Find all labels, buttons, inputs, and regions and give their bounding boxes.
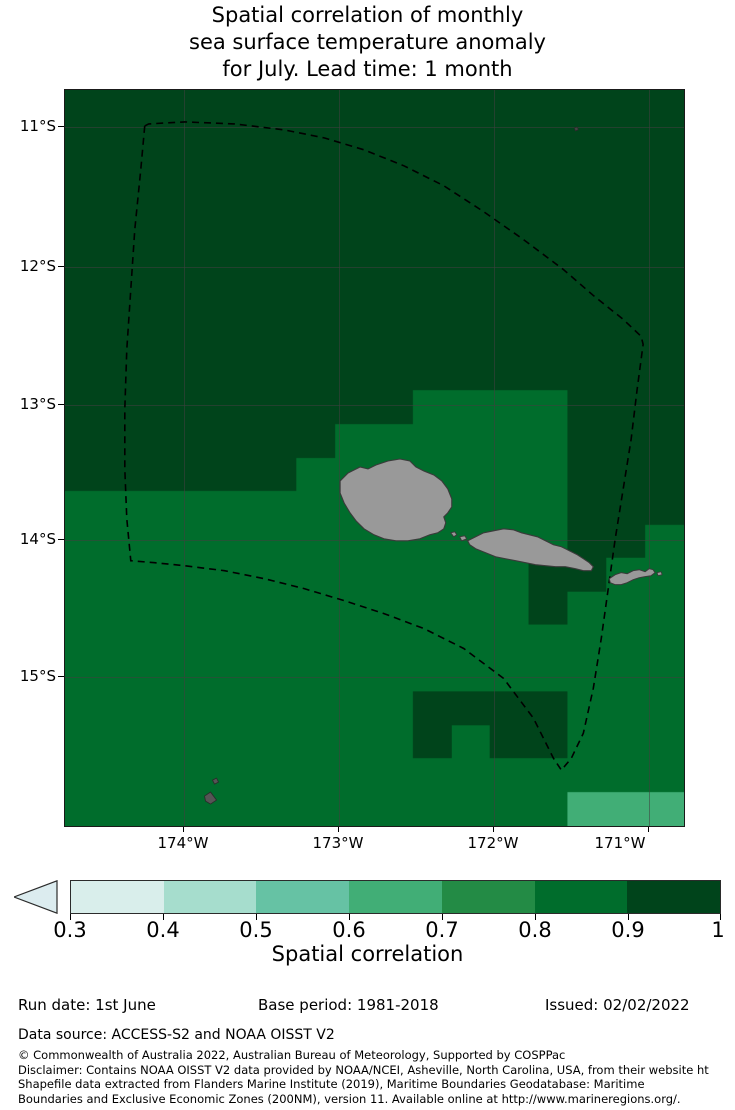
colorbar-title: Spatial correlation bbox=[271, 942, 464, 966]
run-date-text: Run date: 1st June bbox=[18, 996, 156, 1014]
colorbar[interactable] bbox=[14, 880, 721, 914]
y-axis-label-12s: 12°S bbox=[19, 257, 56, 275]
island-aunuu bbox=[656, 571, 663, 577]
x-tick-mark bbox=[648, 827, 649, 832]
base-period-text: Base period: 1981-2018 bbox=[258, 996, 439, 1014]
page-title-line-3: for July. Lead time: 1 month bbox=[222, 57, 513, 81]
correlation-heatmap-canvas bbox=[65, 90, 684, 826]
colorbar-tick bbox=[628, 914, 629, 920]
gridline-vertical-2 bbox=[494, 90, 495, 826]
colorbar-segment-0 bbox=[71, 881, 164, 913]
legal-line-copyright: © Commonwealth of Australia 2022, Austra… bbox=[18, 1048, 566, 1062]
y-tick-mark bbox=[58, 266, 64, 267]
islet-upper-right bbox=[573, 126, 579, 132]
colorbar-label-0-8: 0.8 bbox=[518, 918, 552, 942]
colorbar-tick bbox=[442, 914, 443, 920]
legal-disclaimer-block: © Commonwealth of Australia 2022, Austra… bbox=[18, 1048, 735, 1106]
island-tutuila bbox=[608, 568, 656, 586]
x-axis-label-172w: 172°W bbox=[467, 834, 519, 852]
gridline-horizontal-0 bbox=[65, 127, 684, 128]
islet-lower-left-a bbox=[211, 777, 220, 785]
y-axis-label-15s: 15°S bbox=[19, 667, 56, 685]
y-tick-mark bbox=[58, 404, 64, 405]
island-upolu bbox=[466, 528, 594, 572]
colorbar-label-0-4: 0.4 bbox=[146, 918, 180, 942]
gridline-horizontal-1 bbox=[65, 267, 684, 268]
map-vector-overlay bbox=[124, 121, 663, 805]
colorbar-segment-6 bbox=[627, 881, 721, 913]
eez-boundary-path bbox=[124, 121, 644, 772]
colorbar-tick bbox=[535, 914, 536, 920]
gridline-vertical-1 bbox=[339, 90, 340, 826]
colorbar-label-0-6: 0.6 bbox=[332, 918, 366, 942]
colorbar-segment-4 bbox=[441, 881, 535, 913]
gridline-horizontal-3 bbox=[65, 540, 684, 541]
gridline-horizontal-4 bbox=[65, 677, 684, 678]
footer-metadata-row: Run date: 1st June Base period: 1981-201… bbox=[0, 996, 735, 1018]
y-tick-mark bbox=[58, 126, 64, 127]
y-axis-label-14s: 14°S bbox=[19, 530, 56, 548]
colorbar-label-1: 1 bbox=[711, 918, 725, 942]
colorbar-segment-2 bbox=[256, 881, 350, 913]
page-title-line-1: Spatial correlation of monthly bbox=[211, 3, 524, 27]
island-manono bbox=[459, 535, 468, 542]
map-gridlines bbox=[65, 90, 684, 826]
x-tick-mark bbox=[493, 827, 494, 832]
x-axis-label-173w: 173°W bbox=[312, 834, 364, 852]
map-plot-area[interactable] bbox=[64, 89, 685, 827]
colorbar-tick bbox=[720, 914, 721, 920]
colorbar-segment-5 bbox=[534, 881, 628, 913]
islet-lower-left-b bbox=[204, 791, 218, 805]
colorbar-label-0-7: 0.7 bbox=[425, 918, 459, 942]
legal-line-disclaimer: Disclaimer: Contains NOAA OISST V2 data … bbox=[18, 1062, 709, 1077]
gridline-vertical-3 bbox=[649, 90, 650, 826]
data-source-text: Data source: ACCESS-S2 and NOAA OISST V2 bbox=[18, 1027, 335, 1043]
x-tick-mark bbox=[338, 827, 339, 832]
colorbar-tick bbox=[256, 914, 257, 920]
gridline-vertical-0 bbox=[184, 90, 185, 826]
x-axis-label-171w: 171°W bbox=[594, 834, 646, 852]
page-title: Spatial correlation of monthly sea surfa… bbox=[0, 2, 735, 83]
gridline-horizontal-2 bbox=[65, 405, 684, 406]
colorbar-label-0-9: 0.9 bbox=[611, 918, 645, 942]
colorbar-tick bbox=[349, 914, 350, 920]
colorbar-gradient[interactable] bbox=[70, 880, 721, 914]
colorbar-segment-1 bbox=[163, 881, 257, 913]
colorbar-label-0-3: 0.3 bbox=[53, 918, 87, 942]
y-tick-mark bbox=[58, 539, 64, 540]
y-tick-mark bbox=[58, 676, 64, 677]
legal-line-boundaries: Boundaries and Exclusive Economic Zones … bbox=[18, 1091, 681, 1106]
colorbar-segment-3 bbox=[349, 881, 442, 913]
island-savaii bbox=[339, 458, 453, 542]
page-title-line-2: sea surface temperature anomaly bbox=[189, 30, 546, 54]
issued-date-text: Issued: 02/02/2022 bbox=[545, 996, 690, 1014]
colorbar-tick bbox=[70, 914, 71, 920]
colorbar-label-0-5: 0.5 bbox=[239, 918, 273, 942]
x-tick-mark bbox=[183, 827, 184, 832]
colorbar-tick bbox=[163, 914, 164, 920]
island-apolima bbox=[449, 531, 458, 538]
y-axis-label-13s: 13°S bbox=[19, 395, 56, 413]
legal-line-shapefile: Shapefile data extracted from Flanders M… bbox=[18, 1077, 645, 1091]
x-axis-label-174w: 174°W bbox=[157, 834, 209, 852]
colorbar-under-arrow bbox=[14, 880, 58, 914]
y-axis-label-11s: 11°S bbox=[19, 117, 56, 135]
